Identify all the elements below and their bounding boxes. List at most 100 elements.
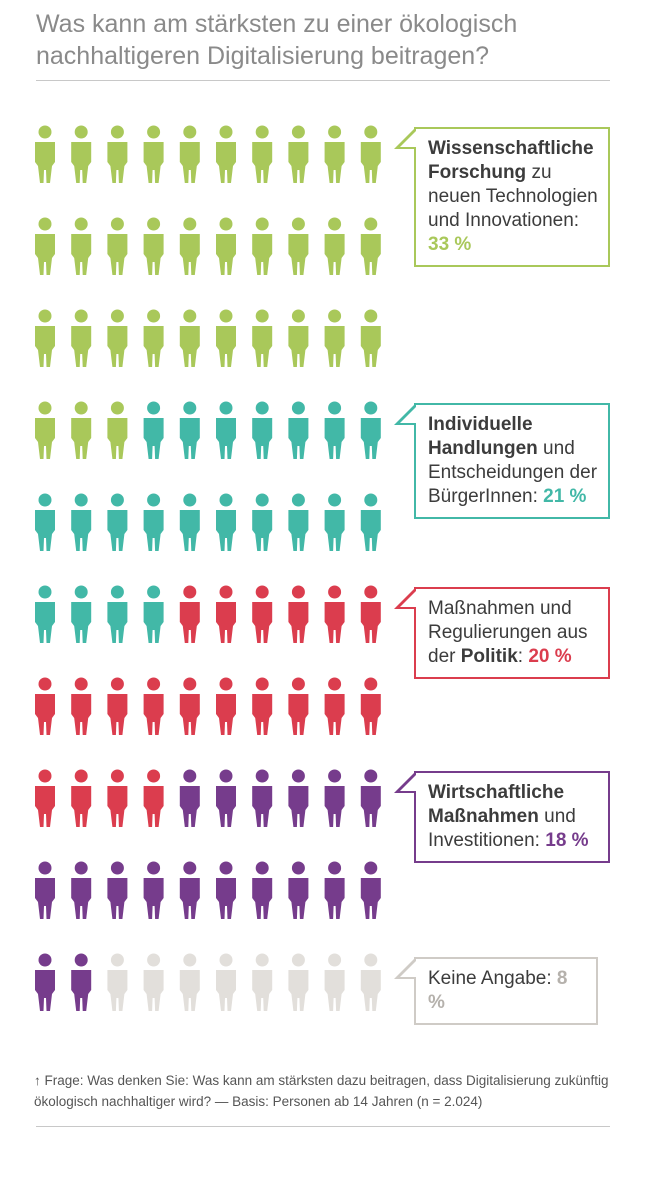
person-icon-economy [216,769,236,827]
person-icon-economy [288,861,309,919]
person-icon-politics [360,677,381,735]
callout-science-pct: 33 % [428,234,472,255]
person-icon-science [216,309,236,367]
callout-politics-bold: Politik [460,646,518,667]
person-icon-politics [252,677,273,735]
person-icon-none [216,953,236,1011]
person-icon-politics [288,677,309,735]
person-icon-economy [71,861,92,919]
person-icon-science [360,217,381,275]
callout-politics: Maßnahmen und Regulierungen aus der Poli… [394,587,610,679]
person-icon-science [179,217,200,275]
person-icon-economy [179,861,200,919]
callout-none-pct: 8 % [428,968,568,1013]
person-icon-individual [35,585,55,643]
person-icon-science [71,217,92,275]
person-icon-science [179,125,200,183]
callout-economy-bold: Wirtschaftliche Maßnahmen [428,782,565,827]
person-icon-individual [143,401,164,459]
person-icon-economy [360,769,381,827]
person-icon-science [360,125,381,183]
person-icon-individual [252,493,273,551]
chart-title: Was kann am stärksten zu einer ökologisc… [36,10,518,70]
person-icon-science [71,401,92,459]
person-icon-politics [252,585,273,643]
callout-science-bold: Wissenschaftliche Forschung [428,138,594,183]
person-icon-individual [179,493,200,551]
person-icon-individual [71,585,92,643]
person-icon-individual [35,493,55,551]
person-icon-none [288,953,309,1011]
callout-politics-pct: 20 % [528,646,572,667]
person-icon-science [360,309,381,367]
callout-economy-pct: 18 % [545,830,589,851]
person-icon-science [107,401,128,459]
person-icon-science [35,401,55,459]
person-icon-politics [216,677,236,735]
callout-individual-text: und Entscheidungen der BürgerInnen: [428,438,598,507]
person-icon-science [35,125,55,183]
person-icon-science [252,217,273,275]
person-icon-science [143,125,164,183]
person-icon-science [71,125,92,183]
person-icon-politics [143,677,164,735]
person-icon-science [179,309,200,367]
person-icon-economy [143,861,164,919]
person-icon-none [360,953,381,1011]
person-icon-none [179,953,200,1011]
person-icon-individual [107,493,128,551]
person-icon-individual [216,493,236,551]
person-icon-politics [107,769,128,827]
person-icon-individual [360,493,381,551]
person-icon-science [324,309,345,367]
person-icon-science [324,125,345,183]
person-icon-economy [107,861,128,919]
callout-economy: Wirtschaftliche Maßnahmen und Investitio… [394,771,610,863]
person-icon-politics [288,585,309,643]
person-icon-science [71,309,92,367]
person-icon-politics [216,585,236,643]
person-icon-individual [360,401,381,459]
person-icon-science [324,217,345,275]
person-icon-science [288,217,309,275]
person-icon-science [288,125,309,183]
person-icon-economy [71,953,92,1011]
person-icon-economy [288,769,309,827]
person-icon-politics [35,769,55,827]
callout-science-text: zu neuen Technologien und Innovationen: [428,162,598,231]
person-icon-science [143,217,164,275]
person-icon-individual [143,585,164,643]
person-icon-individual [324,493,345,551]
person-icon-politics [179,677,200,735]
person-icon-politics [143,769,164,827]
person-icon-economy [252,861,273,919]
person-icon-individual [216,401,236,459]
person-icon-science [35,217,55,275]
callout-none: Keine Angabe: 8 % [394,957,598,1025]
title-divider [36,80,610,81]
person-icon-science [288,309,309,367]
person-icon-economy [252,769,273,827]
person-icon-individual [143,493,164,551]
person-icon-individual [288,401,309,459]
person-icon-science [252,309,273,367]
person-icon-science [216,217,236,275]
person-icon-economy [360,861,381,919]
person-icon-science [216,125,236,183]
person-icon-economy [35,861,55,919]
person-icon-individual [252,401,273,459]
footnote: ↑ Frage: Was denken Sie: Was kann am stä… [34,1073,609,1109]
person-icon-economy [216,861,236,919]
callout-individual-bold: Individuelle Handlungen [428,414,538,459]
person-icon-individual [288,493,309,551]
person-icon-individual [71,493,92,551]
person-icon-none [324,953,345,1011]
person-icon-economy [179,769,200,827]
person-icon-individual [107,585,128,643]
person-icon-none [252,953,273,1011]
person-icon-individual [324,401,345,459]
person-icon-science [107,217,128,275]
person-icon-none [107,953,128,1011]
person-icon-science [35,309,55,367]
person-icon-politics [179,585,200,643]
